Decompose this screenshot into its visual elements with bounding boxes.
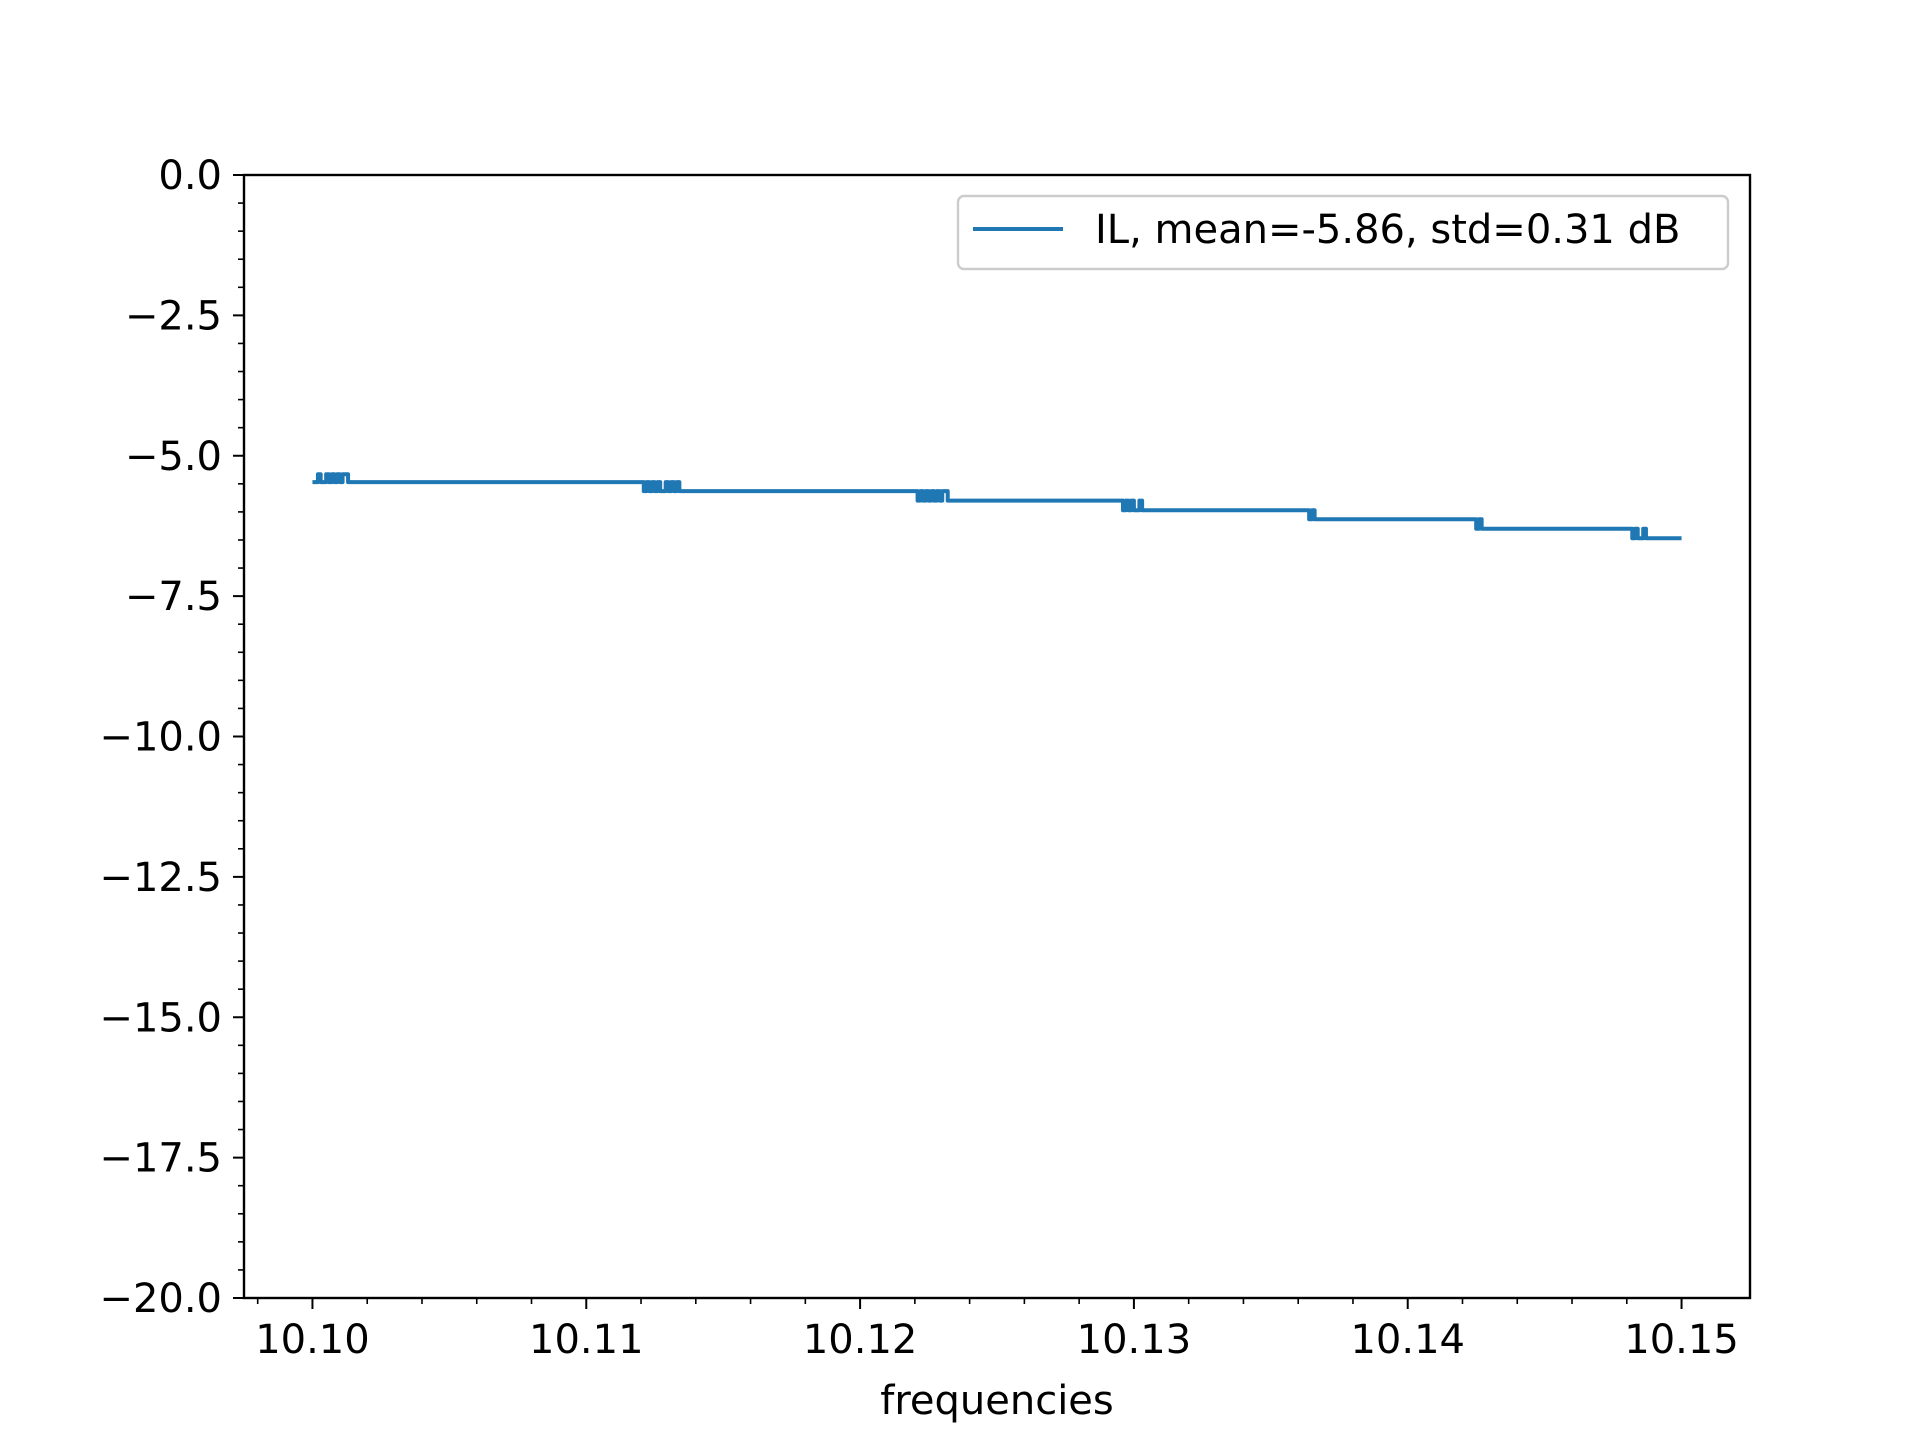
x-axis-label: frequencies (880, 1378, 1114, 1424)
y-axis: 0.0 −2.5 −5.0 −7.5 −10.0 −12.5 −15.0 −17.5 −20.0 (99, 153, 244, 1322)
y-tick-label: −12.5 (99, 855, 222, 901)
x-tick-label: 10.15 (1624, 1317, 1739, 1363)
x-tick-label: 10.12 (803, 1317, 918, 1363)
y-tick-label: 0.0 (158, 153, 222, 199)
y-tick-label: −15.0 (99, 995, 222, 1041)
y-tick-label: −10.0 (99, 715, 222, 761)
plot-area (312, 472, 1682, 541)
y-tick-label: −20.0 (99, 1276, 222, 1322)
y-tick-label: −5.0 (125, 434, 222, 480)
axes-frame (242, 173, 1752, 1300)
legend-label: IL, mean=-5.86, std=0.31 dB (1095, 207, 1680, 253)
x-axis: 10.10 10.11 10.12 10.13 10.14 10.15 (255, 1298, 1739, 1363)
y-tick-label: −7.5 (125, 574, 222, 620)
x-tick-label: 10.14 (1350, 1317, 1465, 1363)
legend: IL, mean=-5.86, std=0.31 dB (956, 194, 1730, 271)
y-tick-label: −17.5 (99, 1136, 222, 1182)
x-tick-label: 10.13 (1077, 1317, 1192, 1363)
x-tick-label: 10.10 (255, 1317, 370, 1363)
legend-box (956, 194, 1730, 271)
series-line-0 (312, 472, 1682, 541)
y-tick-label: −2.5 (125, 293, 222, 339)
x-tick-label: 10.11 (529, 1317, 644, 1363)
